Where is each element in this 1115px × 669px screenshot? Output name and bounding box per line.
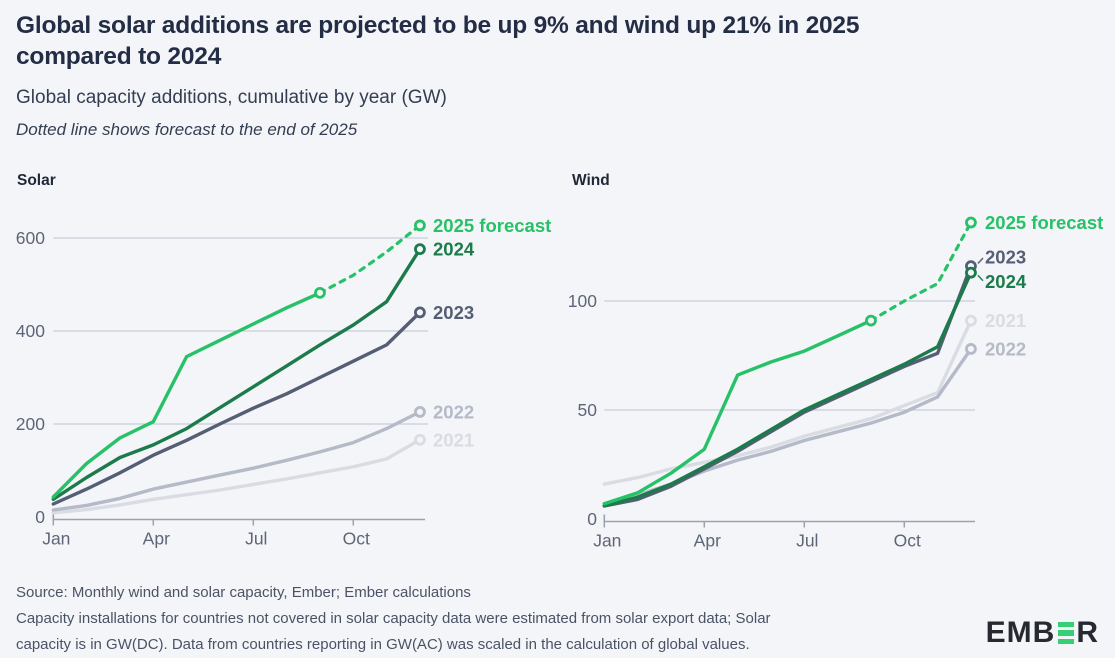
- x-tick-label: Apr: [143, 529, 170, 549]
- chart-subtitle: Global capacity additions, cumulative by…: [16, 87, 447, 108]
- x-tick-label: Apr: [694, 531, 721, 551]
- y-tick-label: 400: [16, 321, 45, 341]
- ember-logo-green-e-icon: [1058, 621, 1075, 645]
- page-title-line-2: compared to 2024: [16, 43, 222, 70]
- wind-chart: 0 50 100 Jan Apr Jul Oct 2021 2022 2023 2024 2025 f…: [568, 212, 1103, 550]
- series-label-2023: 2023: [433, 302, 474, 323]
- series-label-connector: [977, 274, 984, 282]
- header: Global solar additions are projected to …: [16, 10, 1096, 140]
- series-end-marker: [965, 266, 977, 279]
- series-end-marker: [414, 433, 426, 446]
- forecast-note: Dotted line shows forecast to the end of…: [16, 120, 358, 139]
- series-label-2021: 2021: [985, 310, 1026, 331]
- green-bar: [1058, 638, 1075, 645]
- forecast-start-marker: [865, 314, 877, 327]
- series-line-2021: [51, 438, 422, 515]
- y-tick-label: 0: [35, 507, 45, 527]
- series-line-2024: [51, 247, 422, 501]
- series-forecast-dashed-line: [869, 220, 973, 323]
- x-tick-label: Jul: [796, 531, 818, 551]
- y-tick-label: 50: [578, 400, 598, 420]
- y-tick-label: 100: [568, 291, 597, 311]
- series-label-connector: [977, 257, 984, 264]
- page-title: Global solar additions are projected to …: [16, 10, 1096, 72]
- series-end-marker: [414, 306, 426, 319]
- green-bar: [1058, 621, 1075, 628]
- solar-chart: 0 200 400 600 Jan Apr Jul Oct 2021 2022 2023 2024 20…: [16, 215, 551, 549]
- x-tick-label: Oct: [343, 529, 370, 549]
- series-line-2025-forecast: [602, 318, 873, 506]
- series-end-marker: [965, 216, 977, 229]
- ember-logo-letters-right: R: [1076, 616, 1099, 649]
- y-tick-label: 600: [16, 228, 45, 248]
- series-label-2024: 2024: [985, 271, 1027, 292]
- x-axis: [52, 512, 425, 521]
- source-line-1: Source: Monthly wind and solar capacity,…: [16, 584, 471, 601]
- source-line-2: Capacity installations for countries not…: [16, 610, 771, 627]
- x-tick-label: Jan: [42, 529, 70, 549]
- series-end-marker: [414, 219, 426, 232]
- series-line-2021: [602, 318, 973, 486]
- series-label-2022: 2022: [985, 338, 1026, 359]
- series-line-2025-forecast: [51, 291, 322, 499]
- ember-logo: EMB R: [986, 618, 1099, 648]
- source-note: Source: Monthly wind and solar capacity,…: [16, 580, 936, 658]
- wind-chart-title: Wind: [572, 172, 610, 189]
- forecast-start-marker: [314, 286, 326, 299]
- series-label-2021: 2021: [433, 429, 474, 450]
- x-axis: [603, 514, 975, 523]
- green-bar: [1058, 630, 1075, 636]
- ember-logo-letters-left: EMB: [985, 616, 1056, 649]
- series-label-2022: 2022: [433, 401, 474, 422]
- x-tick-label: Jul: [245, 529, 267, 549]
- series-label-2023: 2023: [985, 247, 1026, 268]
- series-forecast-dashed-line: [318, 223, 422, 295]
- source-line-3: capacity is in GW(DC). Data from countri…: [16, 636, 750, 653]
- bottom-edge: [0, 658, 1115, 669]
- series-end-marker: [965, 314, 977, 327]
- page-title-line-1: Global solar additions are projected to …: [16, 12, 860, 39]
- series-end-marker: [965, 343, 977, 355]
- series-line-2022: [51, 410, 422, 512]
- series-label-2025-forecast: 2025 forecast: [985, 212, 1103, 233]
- solar-chart-title: Solar: [17, 172, 56, 189]
- series-label-2025-forecast: 2025 forecast: [433, 215, 551, 236]
- series-line-2023: [51, 310, 422, 506]
- series-line-2023: [602, 264, 973, 508]
- series-line-2024: [602, 271, 973, 508]
- x-tick-label: Jan: [593, 531, 621, 551]
- y-tick-label: 200: [16, 414, 45, 434]
- series-label-2024: 2024: [433, 239, 475, 260]
- series-end-marker: [414, 243, 426, 256]
- series-end-marker: [414, 406, 426, 418]
- y-tick-label: 0: [587, 509, 597, 529]
- x-tick-label: Oct: [894, 531, 921, 551]
